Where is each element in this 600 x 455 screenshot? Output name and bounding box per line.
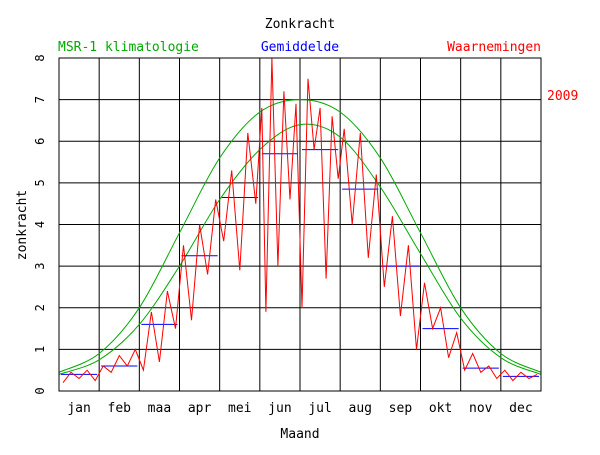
chart-title: Zonkracht xyxy=(265,17,335,32)
legend-observations: Waarnemingen xyxy=(447,40,541,55)
y-tick-label-3: 3 xyxy=(33,263,47,270)
legend-monthly-mean: Gemiddelde xyxy=(261,40,339,55)
x-tick-label-maa: maa xyxy=(148,401,171,416)
x-tick-label-dec: dec xyxy=(509,401,532,416)
y-tick-label-0: 0 xyxy=(33,387,47,394)
observations xyxy=(62,57,538,384)
x-tick-label-jan: jan xyxy=(67,401,90,416)
year-label: 2009 xyxy=(547,89,578,104)
legend-climatology: MSR-1 klimatologie xyxy=(58,40,199,55)
plot-frame xyxy=(58,57,542,392)
climatology-curves xyxy=(58,99,542,375)
y-tick-label-8: 8 xyxy=(33,54,47,61)
x-tick-label-nov: nov xyxy=(469,401,493,416)
x-tick-label-sep: sep xyxy=(389,401,413,416)
x-tick-label-mei: mei xyxy=(228,401,251,416)
x-axis-label: Maand xyxy=(280,427,319,442)
observation-line xyxy=(62,57,538,384)
y-tick-label-4: 4 xyxy=(33,221,47,228)
x-tick-label-okt: okt xyxy=(429,401,452,416)
y-tick-label-2: 2 xyxy=(33,304,47,311)
y-tick-label-5: 5 xyxy=(33,179,47,186)
climatology-line-lower xyxy=(58,123,542,375)
monthly-means xyxy=(61,149,539,377)
y-tick-label-1: 1 xyxy=(33,346,47,353)
x-tick-label-feb: feb xyxy=(108,401,132,416)
climatology-line-upper xyxy=(58,99,542,373)
x-tick-label-apr: apr xyxy=(188,401,212,416)
y-tick-label-7: 7 xyxy=(33,96,47,103)
x-tick-label-jul: jul xyxy=(308,401,331,416)
y-tick-label-6: 6 xyxy=(33,138,47,145)
x-tick-label-aug: aug xyxy=(349,401,372,416)
y-axis-label: zonkracht xyxy=(15,190,30,260)
x-tick-label-jun: jun xyxy=(268,401,291,416)
axes: 0 1 2 3 4 5 6 7 8 jan feb maa apr mei jun jul aug sep okt n… xyxy=(33,54,542,416)
